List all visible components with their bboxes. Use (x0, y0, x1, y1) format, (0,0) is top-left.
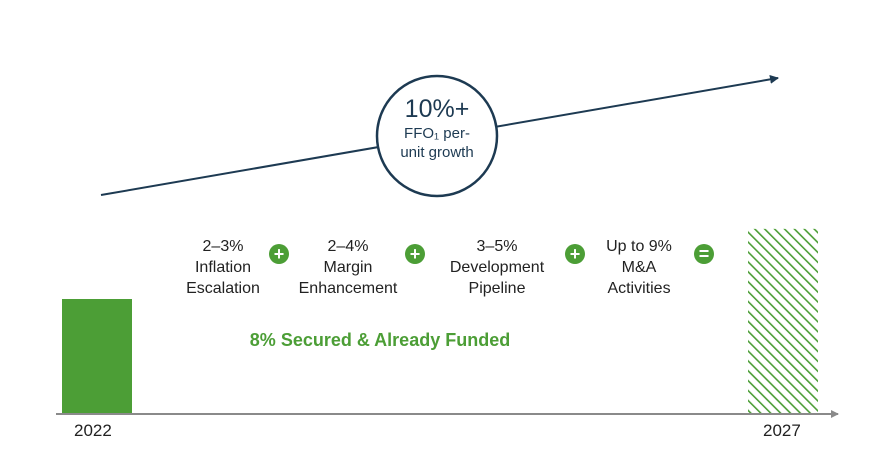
plus-icon: + (405, 244, 425, 264)
growth-subtitle-line1: FFO₁ per- (404, 125, 470, 142)
bar-2027 (748, 228, 818, 414)
component-label-1: M&A (621, 259, 657, 276)
secured-funded-note: 8% Secured & Already Funded (249, 330, 511, 350)
component-label-2: Escalation (186, 280, 260, 297)
growth-subtitle-line2: unit growth (400, 144, 474, 161)
component-label-2: Activities (607, 280, 671, 297)
growth-badge: 10%+ FFO₁ per- unit growth (373, 80, 501, 192)
plus-icon: + (269, 244, 289, 264)
component-value: 3–5% (476, 238, 518, 255)
component-label-2: Pipeline (468, 280, 526, 297)
component-label-1: Development (449, 259, 545, 276)
component-value: Up to 9% (606, 238, 672, 255)
bar-group (62, 228, 818, 414)
x-tick-label-2027: 2027 (763, 421, 801, 440)
equals-icon: = (694, 244, 714, 264)
growth-headline: 10%+ (404, 95, 470, 123)
bar-2022 (62, 299, 132, 414)
component-value: 2–4% (327, 238, 369, 255)
growth-badge-circle (375, 74, 499, 198)
component-label-2: Enhancement (298, 280, 398, 297)
component-value: 2–3% (202, 238, 244, 255)
component-margin-enhancement: 2–4% Margin Enhancement (283, 236, 413, 299)
component-label-1: Inflation (194, 259, 252, 276)
component-development-pipeline: 3–5% Development Pipeline (432, 236, 562, 299)
plus-icon: + (565, 244, 585, 264)
component-ma-activities: Up to 9% M&A Activities (574, 236, 704, 299)
component-inflation-escalation: 2–3% Inflation Escalation (158, 236, 288, 299)
x-tick-label-2022: 2022 (74, 421, 112, 440)
component-label-1: Margin (323, 259, 373, 276)
